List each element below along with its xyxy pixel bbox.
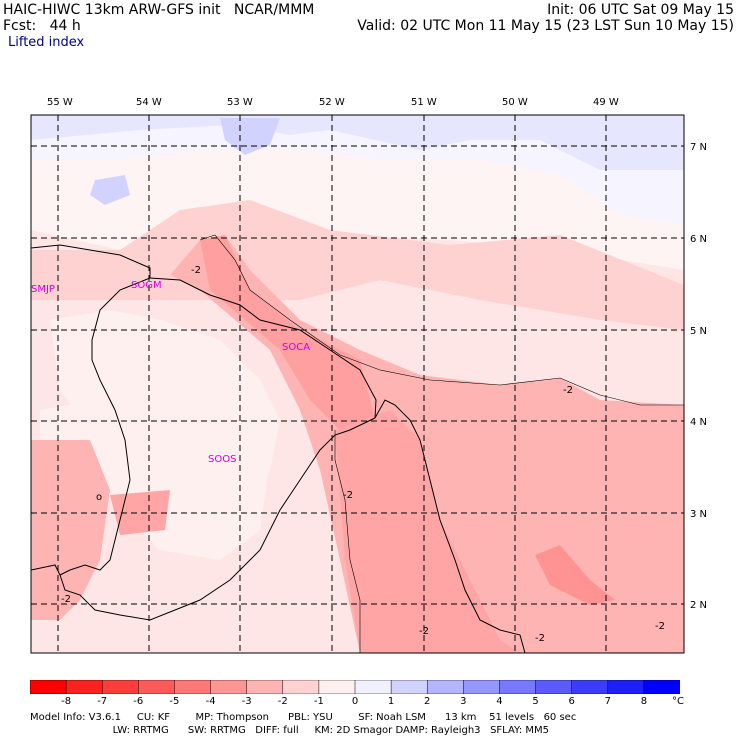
lon-label: 55 W	[47, 97, 73, 108]
colorbar	[30, 680, 680, 694]
colorbar-tick-label: -7	[97, 696, 108, 707]
colorbar-swatch	[354, 680, 392, 694]
field-name: Lifted index	[8, 35, 85, 50]
colorbar-tick-label: 0	[351, 696, 359, 707]
lat-label: 3 N	[690, 509, 707, 520]
colorbar-swatch	[426, 680, 465, 694]
lat-label: 6 N	[690, 234, 707, 245]
contour-label: -2	[563, 385, 573, 396]
valid-time: Valid: 02 UTC Mon 11 May 15 (23 LST Sun …	[357, 18, 734, 34]
colorbar-swatch	[246, 680, 284, 694]
contour-label: -2	[419, 626, 429, 637]
station-label: SOCA	[282, 342, 310, 353]
colorbar-tick-label: -3	[241, 696, 252, 707]
colorbar-swatch	[30, 680, 67, 694]
colorbar-swatch	[210, 680, 248, 694]
coastlines-borders	[31, 244, 526, 653]
colorbar-tick-label: -5	[169, 696, 180, 707]
colorbar-tick-label: 3	[460, 696, 467, 707]
colorbar-tick-label: -1	[313, 696, 324, 707]
colorbar-unit: °C	[672, 696, 684, 707]
forecast-hour: Fcst: 44 h	[3, 18, 81, 34]
lon-label: 50 W	[502, 97, 528, 108]
lat-label: 4 N	[690, 417, 707, 428]
colorbar-swatch	[174, 680, 212, 694]
colorbar-swatch	[318, 680, 356, 694]
colorbar-tick-label: 1	[387, 696, 395, 707]
contours	[199, 234, 684, 653]
model-info-line2: LW: RRTMG SW: RRTMG DIFF: full KM: 2D Sm…	[30, 725, 549, 736]
lon-label: 51 W	[411, 97, 437, 108]
colorbar-tick-label: -4	[205, 696, 216, 707]
colorbar-tick-label: -8	[61, 696, 72, 707]
colorbar-tick-label: 2	[424, 696, 431, 707]
colorbar-tick-label: 7	[604, 696, 611, 707]
colorbar-swatch	[643, 680, 680, 694]
station-label: SOOS	[208, 454, 236, 465]
map-frame	[30, 114, 685, 654]
lifted-index-map: 55 W 54 W 53 W 52 W 51 W 50 W 49 W 7 N 6…	[30, 97, 707, 654]
contour-label: o	[96, 492, 102, 503]
model-title: HAIC-HIWC 13km ARW-GFS init NCAR/MMM	[3, 2, 315, 18]
colorbar-swatch	[499, 680, 537, 694]
lon-label: 54 W	[136, 97, 162, 108]
colorbar-swatch	[65, 680, 103, 694]
colorbar-swatch	[390, 680, 428, 694]
init-time: Init: 06 UTC Sat 09 May 15	[547, 2, 734, 18]
colorbar-swatch	[101, 680, 140, 694]
lat-label: 5 N	[690, 326, 707, 337]
colorbar-tick-label: 6	[568, 696, 575, 707]
contour-label: -2	[343, 490, 353, 501]
colorbar-swatch	[571, 680, 609, 694]
colorbar-swatch	[463, 680, 501, 694]
lat-lon-grid	[31, 115, 684, 653]
colorbar-tick-label: 4	[496, 696, 503, 707]
colorbar-tick-label: 8	[640, 696, 648, 707]
colorbar-swatch	[535, 680, 573, 694]
contour-label: -2	[535, 633, 545, 644]
station-label: SOGM	[131, 280, 162, 291]
colorbar-tick-label: -6	[133, 696, 144, 707]
colorbar-swatch	[282, 680, 320, 694]
lon-label: 53 W	[227, 97, 253, 108]
lat-label: 7 N	[690, 142, 707, 153]
colorbar-swatch	[607, 680, 645, 694]
lon-label: 49 W	[593, 97, 619, 108]
shaded-field	[31, 115, 684, 653]
model-info-line1: Model Info: V3.6.1 CU: KF MP: Thompson P…	[30, 712, 577, 723]
colorbar-swatch	[138, 680, 176, 694]
lon-label: 52 W	[319, 97, 345, 108]
contour-label: -2	[191, 265, 201, 276]
contour-label: -2	[61, 594, 71, 605]
colorbar-tick-label: -2	[277, 696, 288, 707]
colorbar-tick-label: 5	[532, 696, 539, 707]
contour-label: -2	[655, 621, 665, 632]
lat-label: 2 N	[690, 600, 707, 611]
station-label: SMJP	[31, 284, 55, 295]
